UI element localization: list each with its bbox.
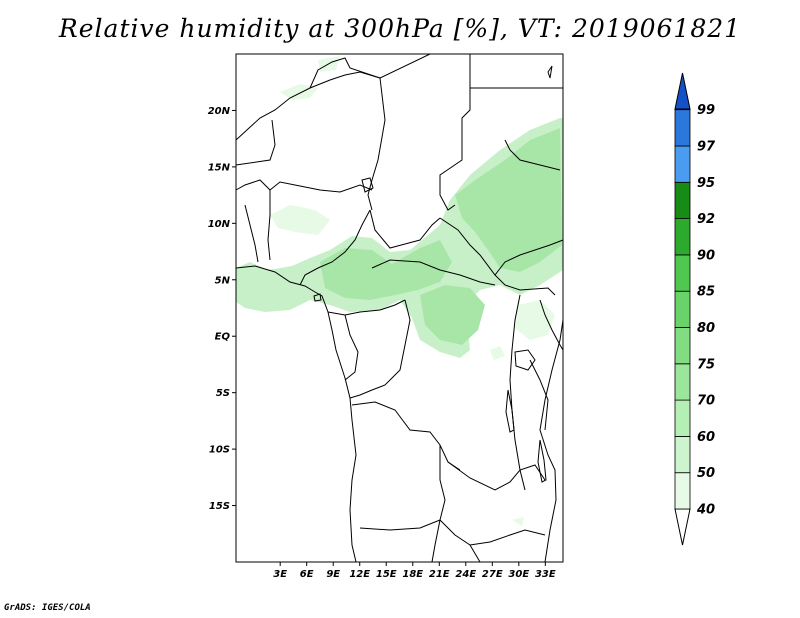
colorbar-label: 92: [697, 212, 715, 227]
colorbar-under-triangle: [674, 508, 691, 546]
colorbar-label: 97: [697, 140, 716, 155]
colorbar-segment-3: [674, 363, 691, 401]
lon-tick-label: 12E: [349, 569, 370, 580]
lon-tick-label: 24E: [455, 569, 476, 580]
border-tanzania: [529, 359, 549, 431]
colorbar-label: 70: [697, 394, 715, 409]
border-nigeria-north: [269, 181, 373, 193]
border-congo-drc: [349, 299, 411, 399]
colorbar-over-triangle: [674, 72, 691, 110]
border-zimbabwe: [439, 519, 546, 546]
lon-tick-label: 9E: [326, 569, 340, 580]
border-drc-east: [509, 294, 526, 491]
lat-tick-label: 5N: [215, 275, 231, 286]
lat-tick-label: EQ: [215, 332, 231, 343]
border-libya-chad: [439, 54, 471, 211]
humidity-area-congo: [420, 285, 485, 345]
coastline-east: [539, 319, 564, 563]
lon-tick-label: 33E: [535, 569, 556, 580]
island-bioko: [313, 293, 322, 302]
colorbar-label: 80: [697, 321, 715, 336]
lon-tick-label: 21E: [429, 569, 450, 580]
lat-tick-label: 20N: [208, 106, 231, 117]
latitude-axis: 20N 15N 10N 5N EQ 5S 10S 15S: [208, 106, 236, 512]
border-niger-chad: [367, 77, 386, 211]
lake-victoria: [514, 349, 536, 371]
colorbar-segment-7: [674, 218, 691, 256]
lake-chad: [361, 177, 374, 193]
lake-malawi: [537, 439, 547, 483]
colorbar-label: 40: [696, 503, 715, 518]
longitude-axis: 3E 6E 9E 12E 15E 18E 21E 24E 27E 30E 33E: [273, 562, 556, 580]
humidity-shading: [236, 56, 563, 526]
humidity-area-sahel-west: [270, 205, 330, 235]
colorbar-segment-5: [674, 290, 691, 328]
colorbar-label: 99: [697, 103, 715, 118]
humidity-area-south: [512, 517, 524, 526]
border-mali-niger: [235, 71, 381, 141]
lon-tick-label: 6E: [300, 569, 314, 580]
border-cameroon-car: [369, 209, 441, 249]
border-gabon-congo: [344, 314, 359, 381]
colorbar-segment-8: [674, 181, 691, 220]
lake-tanganyika: [505, 389, 515, 433]
border-namibia: [431, 519, 441, 563]
page-title: Relative humidity at 300hPa [%], VT: 201…: [58, 14, 742, 43]
grads-credit: GrADS: IGES/COLA: [4, 603, 91, 613]
border-zambia: [447, 461, 546, 491]
humidity-area-east-coast: [515, 300, 555, 340]
border-sudan: [504, 139, 561, 171]
colorbar-label: 85: [697, 285, 715, 300]
lon-tick-label: 15E: [376, 569, 397, 580]
border-algeria: [309, 53, 470, 89]
colorbar-segment-9: [674, 145, 691, 183]
colorbar-label: 75: [697, 357, 715, 372]
colorbar-label: 90: [697, 248, 715, 263]
humidity-area-central: [320, 240, 452, 300]
humidity-area-spot: [490, 346, 505, 360]
border-sudan-south: [494, 239, 564, 276]
colorbar-label: 95: [697, 176, 715, 191]
border-car-south: [371, 259, 496, 286]
border-nigeria-cameroon: [299, 209, 371, 286]
border-angola-zambia: [359, 445, 446, 531]
map-frame: [235, 53, 564, 563]
colorbar-segment-10: [674, 109, 691, 147]
lat-tick-label: 10N: [208, 219, 231, 230]
lon-tick-label: 3E: [273, 569, 287, 580]
lat-tick-label: 15N: [208, 162, 231, 173]
lon-tick-label: 27E: [482, 569, 503, 580]
border-cameroon-gabon: [327, 299, 406, 316]
lon-tick-label: 18E: [402, 569, 423, 580]
humidity-area-north: [280, 84, 318, 100]
border-west-1: [235, 179, 271, 261]
colorbar-segment-6: [674, 254, 691, 292]
colorbar-segment-2: [674, 399, 691, 437]
colorbar-segment-0: [674, 472, 691, 510]
colorbar-segment-4: [674, 327, 691, 365]
colorbar-segment-1: [674, 435, 691, 474]
country-borders: [235, 53, 564, 563]
colorbar-label: 60: [697, 430, 715, 445]
island-east: [547, 65, 553, 79]
lon-tick-label: 30E: [508, 569, 529, 580]
border-botswana: [469, 544, 481, 563]
lat-tick-label: 5S: [216, 388, 230, 399]
border-west-2: [244, 204, 259, 263]
border-uganda-kenya: [539, 299, 564, 351]
colorbar: 40 50 60 70 75 80 85 90 92 95 97 99: [674, 72, 716, 546]
coastline-west: [235, 265, 357, 563]
border-angola-north: [351, 401, 461, 471]
lat-tick-label: 10S: [209, 445, 230, 456]
colorbar-label: 50: [697, 466, 715, 481]
border-mali-burkina: [235, 119, 276, 166]
lat-tick-label: 15S: [209, 501, 230, 512]
